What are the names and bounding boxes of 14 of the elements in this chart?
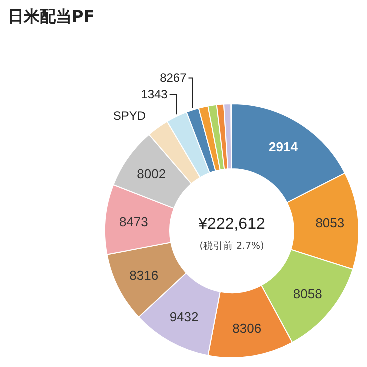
slice-label: 1343: [141, 88, 168, 102]
text: ¥222,612: [198, 216, 266, 233]
slice-label: 8473: [119, 214, 148, 230]
slice-label: 9432: [170, 310, 199, 325]
slice-label: 8267: [160, 71, 188, 86]
slice-label: 8058: [293, 286, 322, 302]
chart-title: 日米配当PF: [8, 7, 95, 26]
slice-label: 8053: [316, 216, 345, 231]
slice-label: 2914: [269, 140, 299, 155]
slice-label: 8306: [232, 320, 262, 336]
slice-label: 8316: [130, 268, 159, 283]
text: (税引前 2.7%): [200, 240, 264, 252]
slice-label: 8002: [137, 166, 166, 182]
slice-label: SPYD: [113, 108, 146, 123]
